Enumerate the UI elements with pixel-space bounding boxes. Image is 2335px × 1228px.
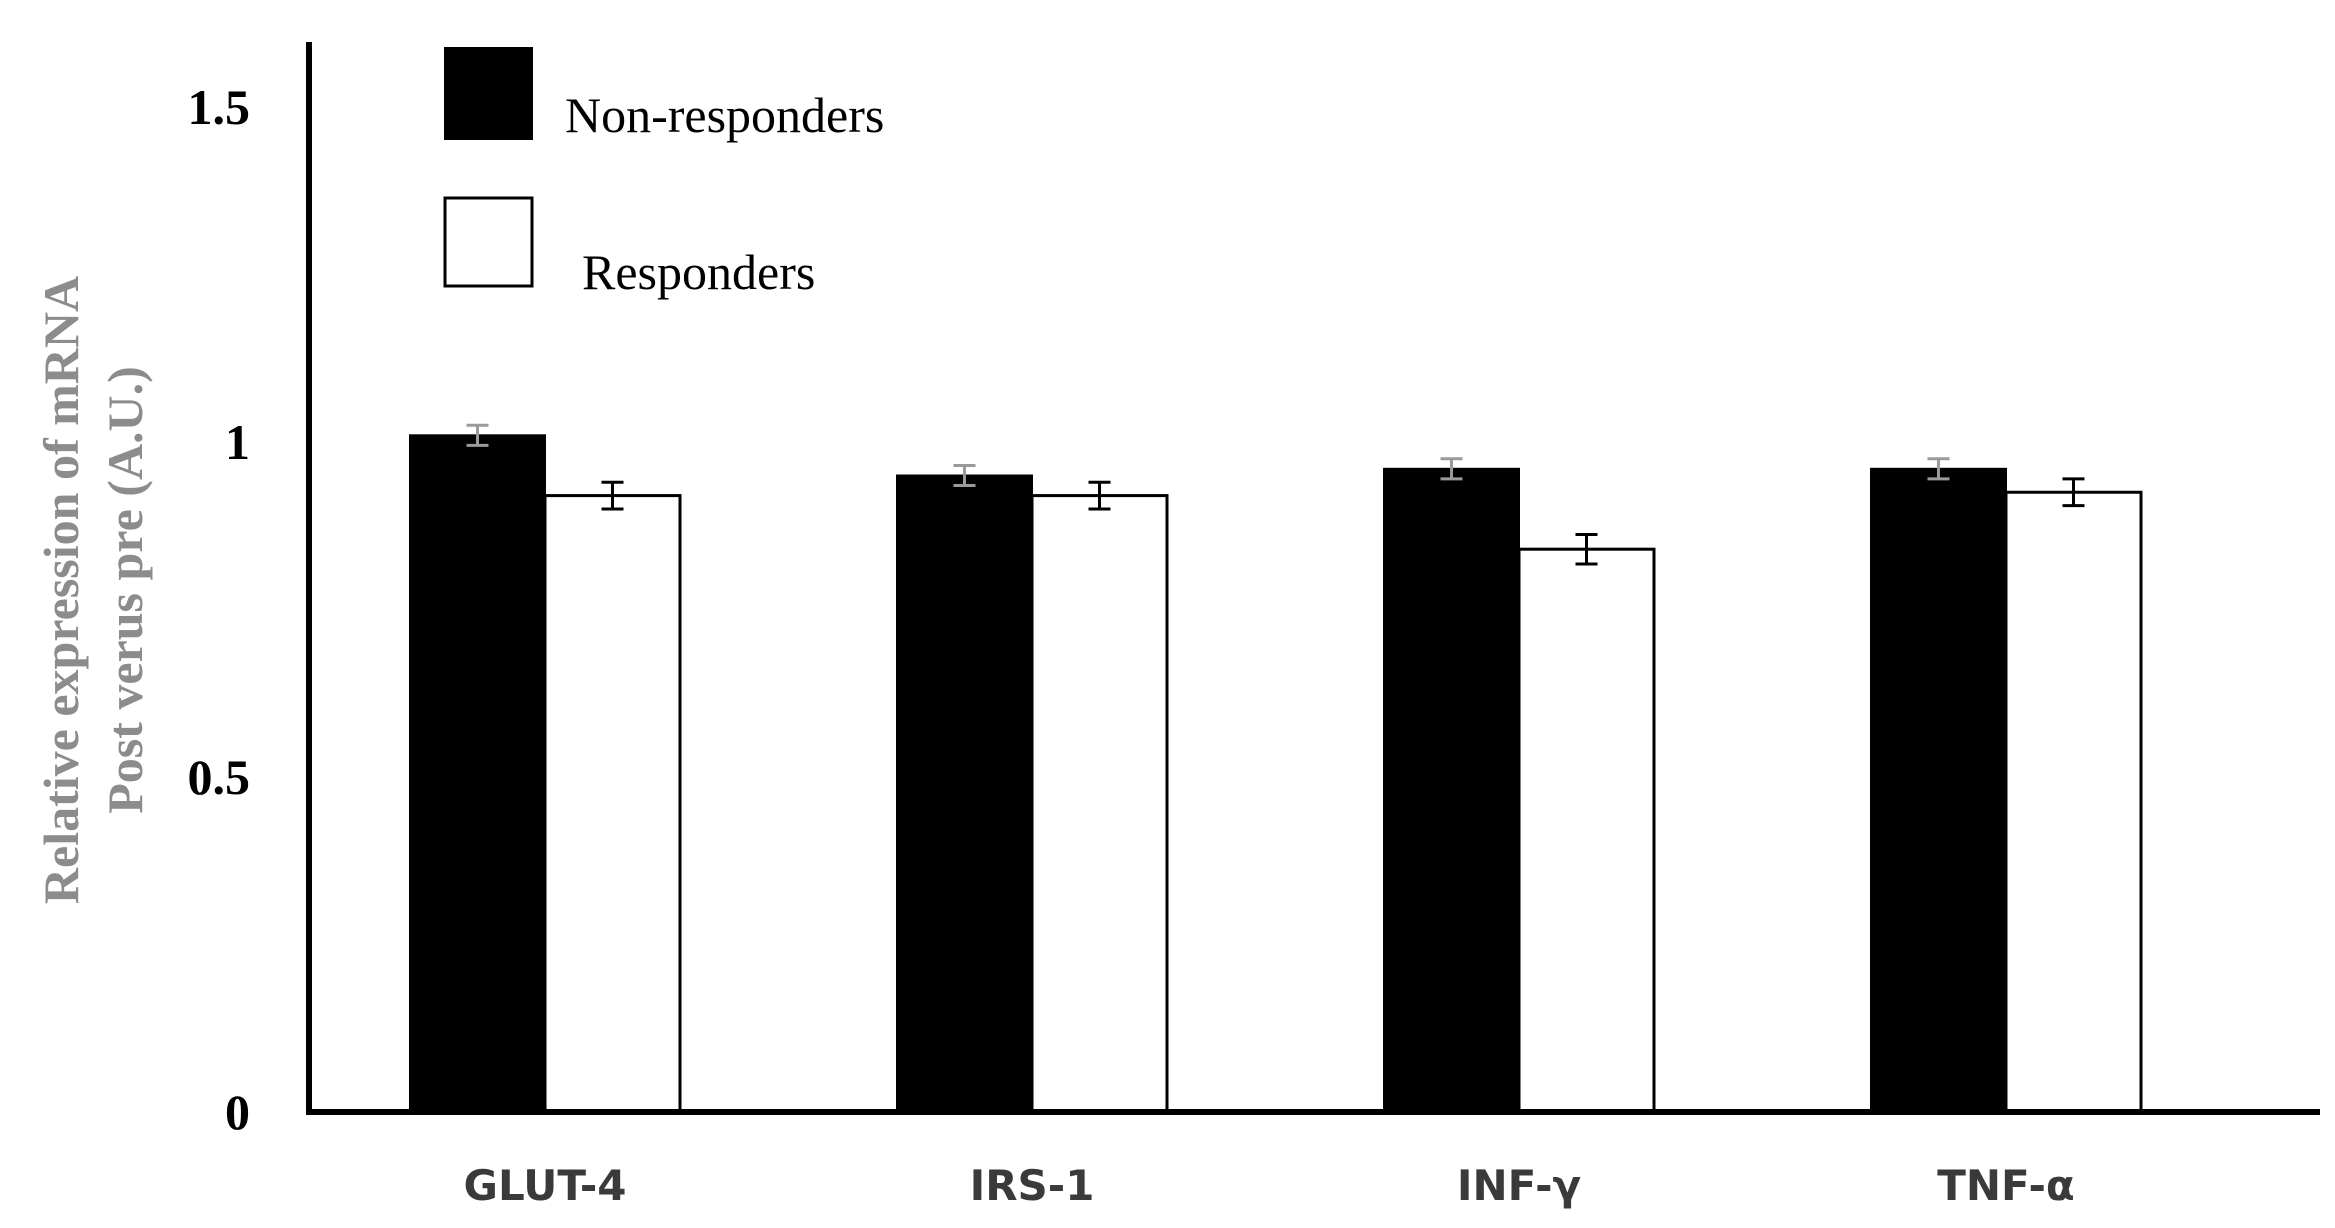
bar-responders-2 bbox=[1517, 547, 1656, 1114]
bar-responders-1 bbox=[1030, 494, 1169, 1114]
y-tick-labels: 0 0.5 1 1.5 bbox=[188, 79, 251, 1140]
bar-responders-0 bbox=[543, 494, 682, 1114]
y-tick-label: 1 bbox=[225, 414, 250, 470]
legend: Non-responders Responders bbox=[443, 47, 884, 300]
error-bar bbox=[953, 463, 976, 488]
error-bar bbox=[1440, 457, 1463, 481]
y-tick-label: 1.5 bbox=[188, 79, 251, 135]
error-bar bbox=[2062, 477, 2085, 508]
x-tick-label: INF-γ bbox=[1457, 1161, 1581, 1210]
x-tick-labels: GLUT-4 IRS-1 INF-γ TNF-α bbox=[464, 1161, 2075, 1210]
bar-non-responders-2 bbox=[1383, 467, 1520, 1113]
error-bar bbox=[1088, 480, 1111, 511]
bars-layer bbox=[409, 423, 2143, 1114]
error-bar bbox=[601, 480, 624, 511]
y-tick-label: 0 bbox=[225, 1084, 250, 1140]
bar-non-responders-3 bbox=[1870, 467, 2007, 1113]
x-tick-label: GLUT-4 bbox=[464, 1161, 627, 1210]
x-tick-label: IRS-1 bbox=[970, 1161, 1095, 1210]
bar-responders-3 bbox=[2004, 490, 2143, 1114]
y-axis-label-line-1: Relative expression of mRNA bbox=[33, 276, 89, 904]
y-tick-label: 0.5 bbox=[188, 749, 251, 805]
legend-label-responders: Responders bbox=[582, 244, 815, 300]
bar-non-responders-1 bbox=[896, 474, 1033, 1113]
y-axis-label-line-2: Post verus pre (A.U.) bbox=[97, 366, 153, 814]
bar-non-responders-0 bbox=[409, 434, 546, 1113]
legend-label-non-responders: Non-responders bbox=[565, 87, 884, 143]
legend-swatch-non-responders bbox=[444, 47, 533, 140]
error-bar bbox=[1575, 532, 1598, 566]
error-bar bbox=[466, 423, 489, 447]
x-tick-label: TNF-α bbox=[1937, 1161, 2074, 1210]
legend-swatch-responders bbox=[443, 196, 534, 288]
error-bar bbox=[1927, 457, 1950, 481]
